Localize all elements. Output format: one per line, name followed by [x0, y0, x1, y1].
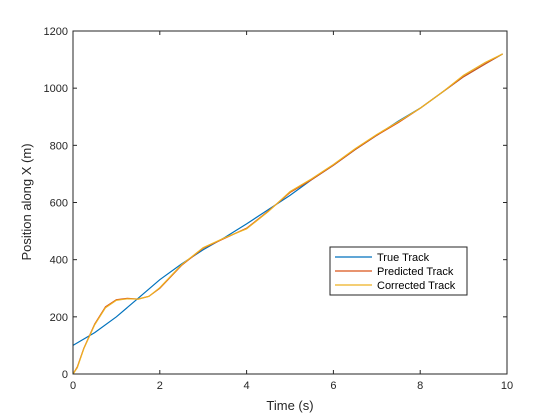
- legend: True Track Predicted Track Corrected Track: [329, 246, 468, 296]
- legend-entry-label: Predicted Track: [377, 266, 454, 278]
- y-tick-label: 200: [50, 312, 68, 324]
- y-tick-label: 1000: [44, 83, 68, 95]
- x-axis-ticks: 0 2 4 6 8 10: [70, 31, 513, 392]
- legend-entry-label: Corrected Track: [377, 280, 456, 292]
- x-tick-label: 10: [501, 380, 513, 392]
- y-axis-label: Position along X (m): [19, 143, 34, 260]
- series-lines: [72, 53, 503, 375]
- x-tick-label: 2: [157, 380, 163, 392]
- x-tick-label: 6: [330, 380, 336, 392]
- y-tick-label: 800: [50, 140, 68, 152]
- x-tick-label: 4: [244, 380, 250, 392]
- y-tick-label: 600: [50, 198, 68, 210]
- y-axis-ticks: 0 200 400 600 800 1000 1200: [44, 26, 507, 381]
- plot-area: [73, 31, 507, 374]
- x-tick-label: 0: [70, 380, 76, 392]
- series-line-corrected-track: [72, 53, 503, 375]
- y-tick-label: 1200: [44, 26, 68, 38]
- x-tick-label: 8: [417, 380, 423, 392]
- legend-entry-label: True Track: [377, 252, 430, 264]
- x-axis-label: Time (s): [266, 398, 313, 413]
- y-tick-label: 0: [62, 369, 68, 381]
- y-tick-label: 400: [50, 255, 68, 267]
